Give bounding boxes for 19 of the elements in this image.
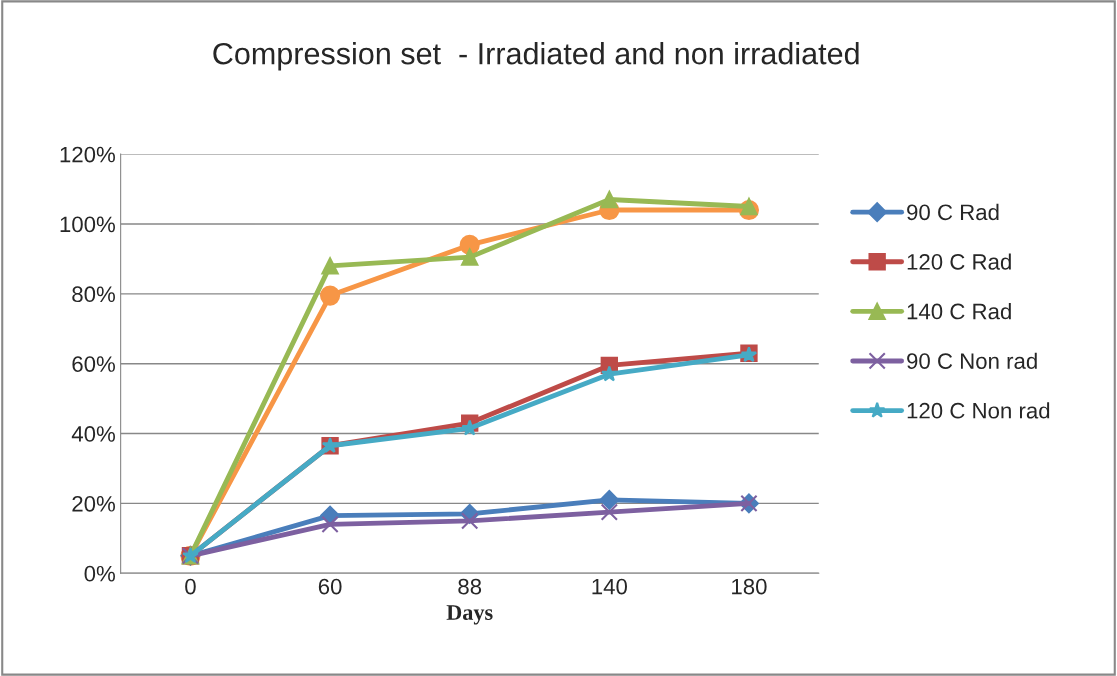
x-tick-label: 140 [592, 578, 627, 595]
x-tick-label: 88 [458, 578, 482, 595]
y-tick-label: 40% [71, 426, 115, 442]
legend-label: 120 C Non rad [907, 402, 1050, 419]
legend-label: 90 C Rad [907, 203, 999, 221]
x-tick-label: 0 [185, 578, 196, 595]
x-tick-label: 60 [318, 578, 342, 595]
y-tick-label: 120% [60, 146, 115, 163]
legend-label: 120 C Rad [907, 253, 1011, 270]
y-tick-label: 80% [72, 286, 115, 303]
y-tick-label: 0% [84, 565, 115, 582]
y-tick-label: 100% [60, 216, 115, 233]
chart-title: Compression set - Irradiated and non irradiated [213, 42, 859, 71]
legend-label: 140 C Rad [907, 303, 1011, 320]
x-tick-label: 180 [732, 578, 767, 595]
y-tick-label: 20% [72, 495, 115, 512]
legend-label: 90 C Non rad [907, 352, 1037, 369]
y-tick-label: 60% [72, 356, 115, 372]
x-axis-title: Days [446, 605, 493, 625]
